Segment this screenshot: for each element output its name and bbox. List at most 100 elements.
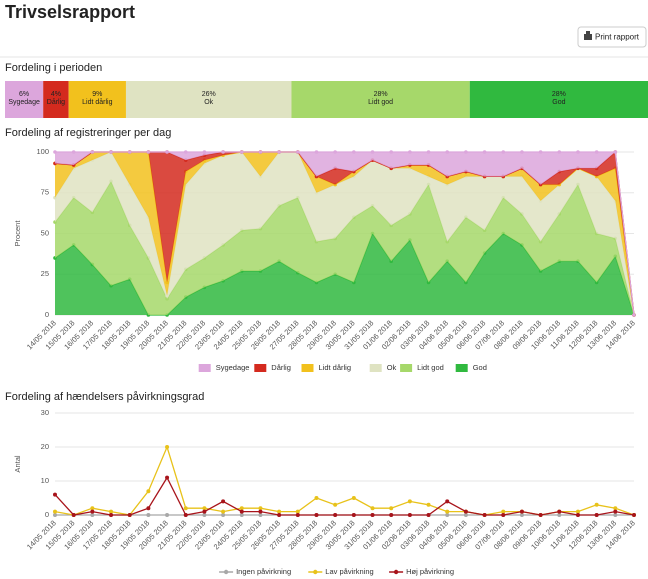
section-title: Fordeling af hændelsers påvirkningsgrad	[5, 391, 204, 403]
y-tick-label: 75	[41, 188, 49, 197]
legend-label: Høj påvirkning	[406, 567, 454, 576]
line-point	[575, 509, 580, 514]
line-point	[613, 506, 618, 511]
line-point	[165, 475, 170, 480]
area-point	[408, 150, 412, 154]
line-point	[277, 509, 282, 514]
line-point	[258, 513, 263, 517]
segment-value: 28%	[552, 91, 566, 98]
area-point	[632, 313, 636, 317]
line-point	[295, 513, 300, 517]
button-frame[interactable]	[577, 26, 647, 48]
line-point	[239, 509, 244, 514]
area-point	[445, 150, 450, 154]
line-point	[258, 506, 263, 511]
line-point	[239, 513, 244, 517]
segment-value: 9%	[92, 91, 102, 98]
segment-name: Dårlig	[47, 98, 65, 106]
line-point	[557, 513, 562, 517]
section-title: Fordeling i perioden	[5, 62, 102, 74]
area-layer	[55, 233, 634, 315]
segment-name: God	[552, 99, 565, 106]
line-point	[53, 513, 57, 517]
line-point	[71, 513, 76, 517]
line-point	[519, 513, 524, 517]
segment-value: 4%	[51, 91, 61, 98]
area-point	[165, 150, 169, 154]
legend-label: Ok	[387, 363, 397, 372]
line-point	[53, 492, 57, 497]
line-point	[594, 513, 599, 517]
y-tick-label: 0	[45, 510, 49, 519]
area-point	[202, 150, 207, 154]
legend-label: God	[473, 363, 487, 372]
legend-dot	[223, 569, 229, 575]
area-point	[239, 150, 244, 154]
line-point	[389, 506, 394, 511]
legend-label: Lidt god	[417, 363, 444, 372]
section-title: Fordeling af registreringer per dag	[5, 127, 171, 139]
y-tick-label: 0	[45, 310, 49, 319]
line-point	[407, 513, 412, 517]
area-point	[501, 150, 506, 154]
area-point	[557, 150, 562, 154]
line-point	[557, 509, 562, 514]
legend-swatch	[301, 364, 314, 372]
area-point	[613, 150, 618, 154]
line-point	[277, 513, 282, 517]
area-point	[221, 150, 225, 154]
line-point	[538, 513, 543, 517]
distribution-segment	[5, 81, 44, 118]
button-label[interactable]: Print rapport	[595, 33, 640, 42]
area-point	[538, 150, 543, 154]
line-point	[165, 445, 170, 449]
legend-label: Dårlig	[271, 363, 291, 372]
line-point	[183, 506, 188, 511]
area-point	[352, 150, 356, 154]
area-layer	[55, 152, 634, 315]
segment-value: 28%	[374, 91, 388, 98]
area-point	[426, 280, 431, 285]
legend-label: Ingen påvirkning	[236, 567, 291, 576]
area-edge	[55, 151, 635, 316]
y-tick-label: 10	[41, 476, 49, 485]
distribution-segment	[125, 81, 292, 118]
page-title: Trivselsrapport	[5, 2, 135, 22]
distribution-segment	[43, 81, 69, 118]
area-layer	[55, 181, 634, 315]
line-point	[463, 509, 468, 514]
line-point	[351, 496, 356, 500]
area-point	[90, 150, 95, 154]
line-point	[221, 499, 226, 504]
line-point	[351, 513, 356, 517]
line-point	[90, 506, 95, 511]
y-axis-label: Antal	[13, 455, 22, 472]
line-point	[202, 506, 207, 511]
line-point	[632, 513, 636, 517]
line-point	[445, 509, 450, 514]
segment-value: 26%	[202, 91, 216, 98]
legend-swatch	[400, 364, 413, 372]
line-point	[202, 513, 207, 517]
line-point	[426, 513, 431, 517]
area-point	[258, 150, 263, 154]
printer-icon[interactable]	[584, 34, 592, 40]
legend-swatch	[369, 364, 382, 372]
line-point	[314, 496, 319, 500]
printer-icon-top[interactable]	[586, 31, 590, 34]
segment-name: Sygedage	[8, 99, 40, 106]
area-point	[464, 150, 468, 154]
area-point	[183, 150, 188, 154]
y-tick-label: 20	[41, 442, 49, 451]
y-tick-label: 100	[36, 147, 49, 156]
y-tick-label: 30	[41, 408, 49, 417]
line-point	[53, 509, 57, 514]
print-button[interactable]: Print rapport	[577, 26, 647, 48]
distribution-segment	[68, 81, 126, 118]
legend-dot	[393, 569, 399, 575]
line-point	[258, 509, 263, 514]
segment-value: 6%	[19, 91, 29, 98]
area-point	[53, 150, 57, 154]
area-point	[520, 150, 524, 154]
